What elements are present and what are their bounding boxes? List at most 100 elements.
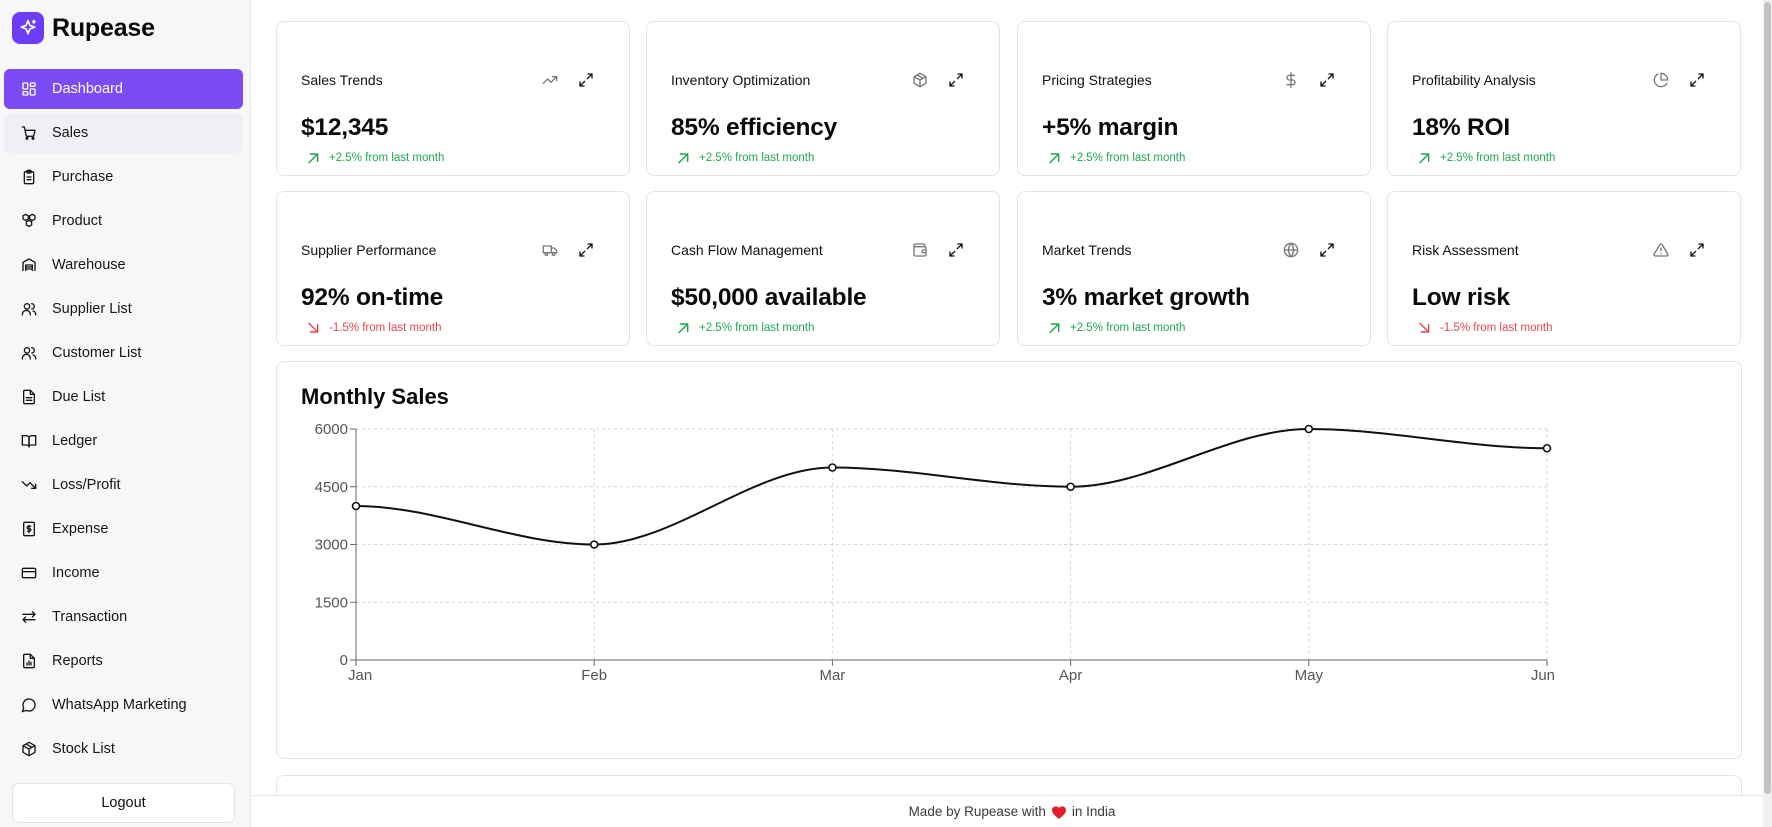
sidebar-item-supplier-list[interactable]: Supplier List [4,289,243,329]
sidebar-item-due-list[interactable]: Due List [4,377,243,417]
brand[interactable]: Rupease [12,12,155,44]
card-title: Market Trends [1042,242,1132,258]
sidebar-item-label: Customer List [52,345,142,361]
card-change: +2.5% from last month [675,320,814,336]
alert-triangle-icon [1652,241,1670,259]
sidebar-item-stock-list[interactable]: Stock List [4,729,243,769]
expand-icon[interactable] [946,240,966,260]
sparkle-logo-icon [12,12,44,44]
card-value: Low risk [1412,284,1510,311]
y-tick-label: 0 [340,652,348,669]
card-value: 85% efficiency [671,114,838,141]
sidebar-item-transaction[interactable]: Transaction [4,597,243,637]
card-change-text: +2.5% from last month [329,152,445,164]
sidebar-item-label: Expense [52,521,109,537]
y-tick-label: 4500 [315,479,348,496]
sidebar-item-purchase[interactable]: Purchase [4,157,243,197]
scrollbar[interactable] [1763,0,1772,827]
arrow-up-right-icon [678,323,689,334]
card-change: -1.5% from last month [305,320,441,336]
sidebar-item-reports[interactable]: Reports [4,641,243,681]
sidebar-item-sales[interactable]: Sales [4,113,243,153]
trending-down-icon [20,476,38,494]
card-change: +2.5% from last month [1046,320,1185,336]
data-point [351,501,361,511]
card-value: $50,000 available [671,284,867,311]
card-change: +2.5% from last month [1416,150,1555,166]
trending-up-icon [541,71,559,89]
sidebar-item-ledger[interactable]: Ledger [4,421,243,461]
sidebar-item-dashboard[interactable]: Dashboard [4,69,243,109]
sidebar-item-label: Purchase [52,169,114,185]
card-change-text: -1.5% from last month [329,322,442,334]
card-title: Risk Assessment [1412,242,1519,258]
sidebar-item-loss-profit[interactable]: Loss/Profit [4,465,243,505]
scrollbar-thumb[interactable] [1764,2,1771,794]
expand-icon[interactable] [1687,240,1707,260]
users-icon [20,344,38,362]
expand-icon[interactable] [1317,70,1337,90]
expand-icon[interactable] [1317,240,1337,260]
card-value: 3% market growth [1042,284,1250,311]
card-risk-assessment: Risk Assessment Low risk -1.5% from last… [1387,191,1741,346]
credit-card-icon [20,564,38,582]
card-value: 18% ROI [1412,114,1510,141]
dollar-sign-icon [1282,71,1300,89]
arrow-up-right-icon [678,153,689,164]
sidebar-item-label: Transaction [52,609,128,625]
x-tick-label: Feb [581,667,607,684]
series-line [355,427,1548,546]
card-change: -1.5% from last month [1416,320,1552,336]
expand-icon[interactable] [946,70,966,90]
card-change-text: +2.5% from last month [699,322,815,334]
sidebar-item-label: Dashboard [52,81,123,97]
card-value: 92% on-time [301,284,444,311]
sidebar-item-label: Warehouse [52,257,126,273]
card-change-text: +2.5% from last month [1070,152,1186,164]
expand-icon[interactable] [1687,70,1707,90]
warehouse-icon [20,256,38,274]
y-tick-label: 6000 [315,421,348,438]
x-tick-label: Mar [819,667,845,684]
sidebar-item-expense[interactable]: Expense [4,509,243,549]
arrow-down-right-icon [308,322,319,333]
y-tick-label: 3000 [315,537,348,554]
truck-icon [541,241,559,259]
logout-button[interactable]: Logout [12,783,235,823]
monthly-sales-card: Monthly Sales 0 1500 3000 4500 6000 Jan Feb Mar… [276,361,1742,759]
sidebar-item-customer-list[interactable]: Customer List [4,333,243,373]
arrow-up-right-icon [1419,153,1430,164]
sidebar-item-label: Due List [52,389,106,405]
card-change-text: +2.5% from last month [1070,322,1186,334]
card-market-trends: Market Trends 3% market growth +2.5% fro… [1017,191,1371,346]
boxes-icon [20,212,38,230]
card-change: +2.5% from last month [1046,150,1185,166]
sidebar-item-warehouse[interactable]: Warehouse [4,245,243,285]
footer: Made by Rupease with in India [252,795,1772,827]
shopping-cart-icon [20,124,38,142]
y-tick-label: 1500 [315,594,348,611]
book-open-icon [20,432,38,450]
globe-icon [1282,241,1300,259]
footer-text-before: Made by Rupease with [908,804,1046,819]
brand-name: Rupease [52,13,155,42]
expand-icon[interactable] [576,70,596,90]
sidebar-item-product[interactable]: Product [4,201,243,241]
arrow-up-right-icon [308,153,319,164]
card-change-text: +2.5% from last month [1440,152,1556,164]
expand-icon[interactable] [576,240,596,260]
sidebar-item-whatsapp-marketing[interactable]: WhatsApp Marketing [4,685,243,725]
sidebar-item-label: Reports [52,653,103,669]
data-point [828,463,837,472]
sidebar-item-label: Loss/Profit [52,477,121,493]
sidebar-item-label: Ledger [52,433,98,449]
clipboard-icon [20,168,38,186]
card-change: +2.5% from last month [305,150,444,166]
card-pricing-strategies: Pricing Strategies +5% margin +2.5% from… [1017,21,1371,176]
sidebar-item-income[interactable]: Income [4,553,243,593]
sidebar-item-label: Stock List [52,741,115,757]
card-profitability-analysis: Profitability Analysis 18% ROI +2.5% fro… [1387,21,1741,176]
sidebar-item-label: Income [52,565,100,581]
x-tick-label: Jun [1531,667,1555,684]
